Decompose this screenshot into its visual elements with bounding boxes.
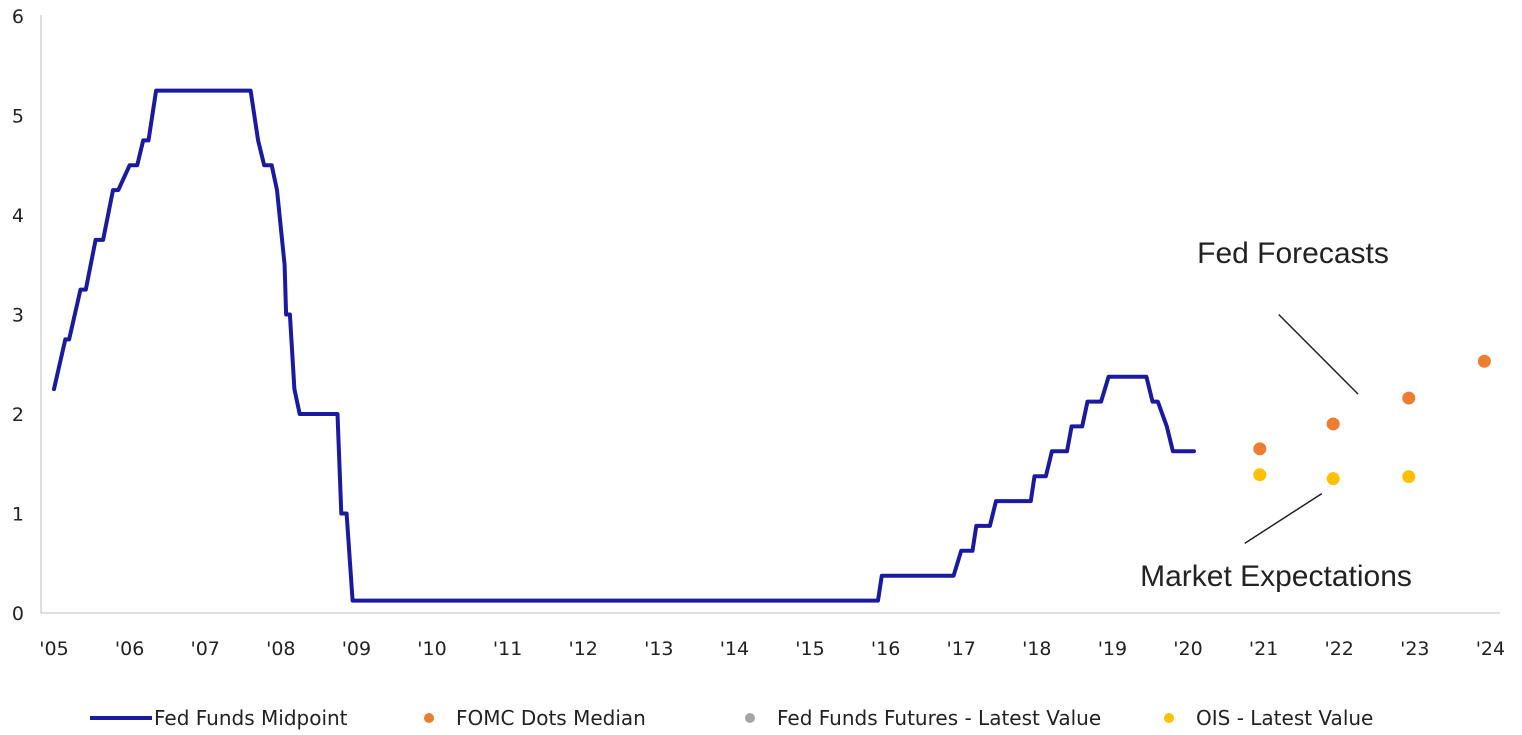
fed-forecasts-annotation: Fed Forecasts (1197, 237, 1389, 270)
x-tick-label: '16 (871, 638, 900, 660)
legend-item-fed-funds-midpoint: Fed Funds Midpoint (90, 700, 348, 735)
series-line-fed-funds-midpoint (52, 88, 1196, 603)
y-tick-label: 4 (12, 205, 24, 227)
chart-plot: 0 1 2 3 4 5 6 '05 '06 '07 '08 '09 '10 '11 '12 '13 '14 '1… (12, 6, 1505, 660)
x-tick-label: '23 (1400, 638, 1429, 660)
y-tick-label: 2 (12, 404, 24, 426)
x-tick-label: '10 (417, 638, 446, 660)
x-tick-label: '20 (1173, 638, 1202, 660)
y-tick-label: 1 (12, 504, 24, 526)
x-tick-label: '08 (266, 638, 295, 660)
market-expectations-pointer (1244, 492, 1323, 544)
fed-forecasts-pointer (1278, 313, 1359, 395)
x-tick-label: '06 (115, 638, 144, 660)
data-point-series-1 (1402, 391, 1416, 405)
x-tick-label: '22 (1324, 638, 1353, 660)
legend-line-swatch (90, 715, 152, 720)
data-point-series-1 (1253, 442, 1267, 456)
data-point-series-3 (1326, 472, 1340, 486)
x-tick-label: '12 (568, 638, 597, 660)
series-layer (52, 88, 1491, 603)
legend-item-fomc-dots-median: FOMC Dots Median (424, 700, 646, 735)
legend-label: Fed Funds Midpoint (154, 705, 348, 730)
data-point-series-1 (1326, 417, 1340, 431)
y-tick-label: 5 (12, 106, 24, 128)
x-tick-label: '18 (1022, 638, 1051, 660)
data-point-series-3 (1253, 468, 1267, 482)
x-tick-label: '24 (1476, 638, 1505, 660)
legend-item-fed-funds-futures: Fed Funds Futures - Latest Value (745, 700, 1101, 735)
y-tick-label: 0 (12, 603, 24, 625)
legend-dot-swatch (745, 712, 755, 723)
x-tick-label: '17 (946, 638, 975, 660)
x-tick-label: '09 (342, 638, 371, 660)
x-axis-ticks: '05 '06 '07 '08 '09 '10 '11 '12 '13 '14 '15 '16 '17 '… (39, 638, 1505, 660)
legend-label: Fed Funds Futures - Latest Value (777, 705, 1102, 730)
data-point-series-1 (1477, 354, 1491, 368)
x-tick-label: '14 (720, 638, 749, 660)
market-expectations-annotation: Market Expectations (1140, 560, 1412, 593)
x-tick-label: '13 (644, 638, 673, 660)
y-tick-label: 6 (12, 6, 24, 28)
x-tick-label: '19 (1098, 638, 1127, 660)
x-tick-label: '21 (1249, 638, 1278, 660)
x-tick-label: '15 (795, 638, 824, 660)
legend: Fed Funds Midpoint FOMC Dots Median Fed … (0, 700, 1522, 735)
y-tick-label: 3 (12, 305, 24, 327)
legend-label: OIS - Latest Value (1196, 705, 1374, 730)
data-point-series-3 (1402, 470, 1416, 484)
x-tick-label: '11 (493, 638, 522, 660)
legend-label: FOMC Dots Median (456, 705, 646, 730)
legend-dot-swatch (1164, 712, 1174, 723)
y-axis-ticks: 0 1 2 3 4 5 6 (12, 6, 24, 625)
annotations: Fed Forecasts Market Expectations (1140, 237, 1412, 593)
legend-item-ois: OIS - Latest Value (1164, 700, 1373, 735)
x-tick-label: '07 (190, 638, 219, 660)
legend-dot-swatch (424, 712, 434, 723)
x-tick-label: '05 (39, 638, 68, 660)
